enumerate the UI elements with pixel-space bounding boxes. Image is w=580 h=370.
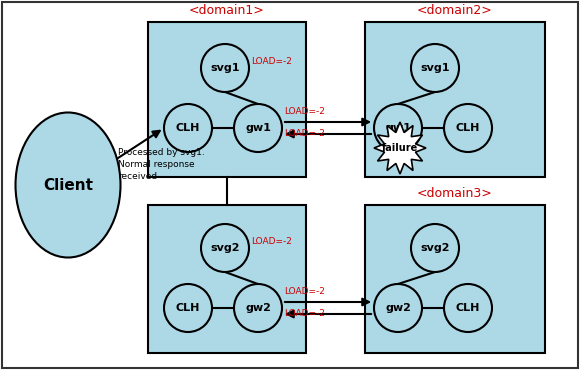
Circle shape <box>411 224 459 272</box>
Circle shape <box>444 284 492 332</box>
Bar <box>148 22 306 177</box>
Text: gw1: gw1 <box>245 123 271 133</box>
Bar <box>365 22 545 177</box>
Circle shape <box>234 104 282 152</box>
Circle shape <box>411 44 459 92</box>
Text: LOAD=-2: LOAD=-2 <box>251 237 292 246</box>
Text: LOAD=-2: LOAD=-2 <box>284 309 325 318</box>
Text: gw1: gw1 <box>385 123 411 133</box>
Bar <box>365 205 545 353</box>
Text: LOAD=-2: LOAD=-2 <box>284 287 325 296</box>
Text: svg2: svg2 <box>210 243 240 253</box>
Circle shape <box>164 104 212 152</box>
Ellipse shape <box>16 112 121 258</box>
Text: <domain1>: <domain1> <box>189 4 265 17</box>
Text: CLH: CLH <box>176 303 200 313</box>
Circle shape <box>234 284 282 332</box>
Text: gw2: gw2 <box>385 303 411 313</box>
Text: gw2: gw2 <box>245 303 271 313</box>
Text: Processed by svg1.
Normal response
received: Processed by svg1. Normal response recei… <box>118 148 205 181</box>
Text: svg1: svg1 <box>420 63 450 73</box>
Text: CLH: CLH <box>456 303 480 313</box>
Text: LOAD=-2: LOAD=-2 <box>284 129 325 138</box>
Circle shape <box>374 284 422 332</box>
Bar <box>148 205 306 353</box>
Text: Client: Client <box>43 178 93 192</box>
Text: failure: failure <box>382 143 418 153</box>
Text: CLH: CLH <box>176 123 200 133</box>
Text: <domain2>: <domain2> <box>417 4 493 17</box>
Polygon shape <box>374 122 426 174</box>
Text: <domain3>: <domain3> <box>417 187 493 200</box>
Text: svg2: svg2 <box>420 243 450 253</box>
Text: CLH: CLH <box>456 123 480 133</box>
Circle shape <box>201 224 249 272</box>
Circle shape <box>164 284 212 332</box>
Text: svg1: svg1 <box>210 63 240 73</box>
Circle shape <box>444 104 492 152</box>
Circle shape <box>201 44 249 92</box>
Text: LOAD=-2: LOAD=-2 <box>251 57 292 66</box>
Text: LOAD=-2: LOAD=-2 <box>284 107 325 116</box>
Circle shape <box>374 104 422 152</box>
